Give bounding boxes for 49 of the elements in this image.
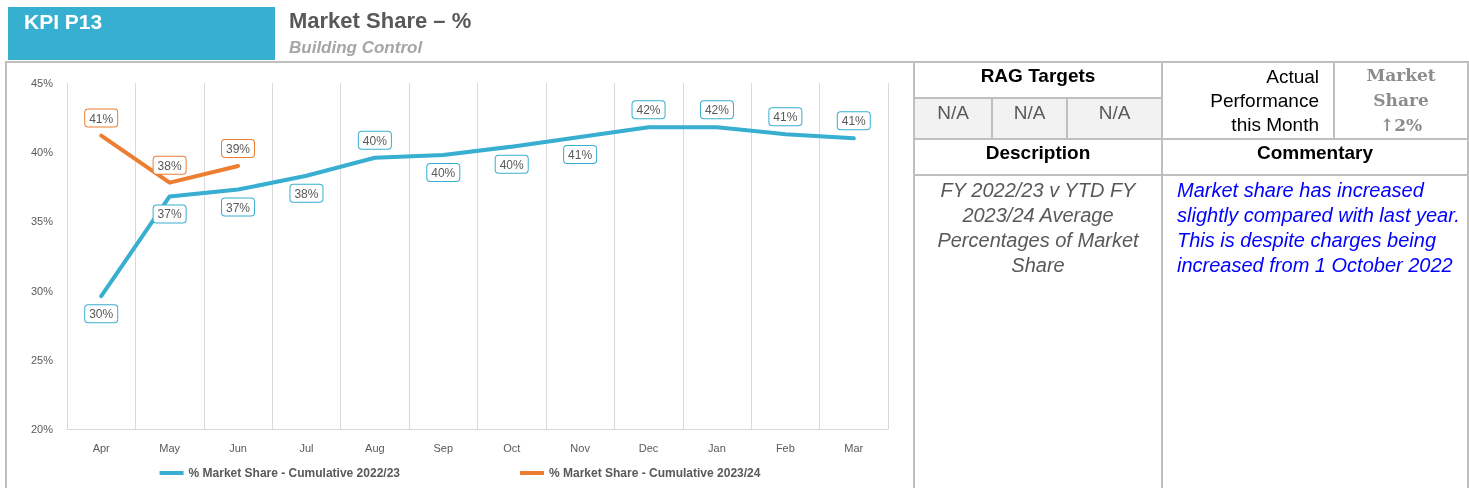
text: RAG Targets [914, 62, 1163, 99]
y-tick-label: 45% [30, 77, 54, 89]
x-tick-label: Dec [638, 441, 659, 454]
text: Commentary [1162, 139, 1469, 175]
data-label: 40% [362, 133, 388, 148]
data-label: 30% [89, 307, 114, 322]
data-label: 41% [773, 110, 798, 125]
x-tick-label: Apr [92, 441, 111, 454]
y-tick-label: 35% [30, 215, 54, 228]
x-tick-label: Sep [433, 441, 454, 454]
x-tick-label: May [159, 441, 181, 454]
line-series [99, 125, 856, 299]
text: FY 2022/23 v YTD FY 2023/24 Average Percentages of Market Share [914, 175, 1163, 488]
y-tick-label: 30% [30, 284, 54, 297]
data-label: 37% [157, 207, 182, 222]
text: Market share has increased slightly compared with last year. This is despite charges being increased from 1 October 2022 [1162, 175, 1469, 488]
y-tick-label: 40% [30, 146, 54, 159]
text: Market Share ↑2% [1334, 62, 1469, 139]
x-tick-label: Mar [844, 441, 864, 454]
legend-label: % Market Share - Cumulative 2022/23 [188, 466, 401, 480]
x-tick-label: Jun [229, 441, 247, 454]
data-label: 41% [568, 147, 593, 162]
data-label: 41% [89, 111, 114, 126]
data-label: 42% [704, 103, 730, 118]
x-tick-label: Jul [299, 441, 314, 454]
text: N/A [1067, 98, 1163, 139]
legend-label: % Market Share - Cumulative 2023/24 [549, 466, 761, 480]
data-label: 37% [226, 200, 251, 215]
data-label: 38% [294, 186, 319, 201]
data-label: 38% [157, 158, 182, 173]
chart-title: Market Share – % [289, 8, 472, 34]
text: N/A [992, 98, 1067, 139]
text: KPI P13 [8, 7, 275, 60]
y-tick-label: 20% [30, 423, 54, 435]
x-tick-label: Nov [570, 441, 591, 454]
data-label: 42% [636, 103, 661, 118]
text: Description [914, 139, 1163, 175]
x-tick-label: Feb [775, 441, 795, 454]
data-label: 40% [431, 165, 456, 180]
data-label: 41% [841, 114, 867, 129]
chart-subtitle: Building Control [289, 38, 423, 58]
data-label: 40% [499, 157, 525, 172]
text: N/A [914, 98, 992, 139]
y-tick-label: 25% [30, 353, 54, 366]
x-tick-label: Aug [365, 441, 385, 454]
data-label: 39% [226, 142, 251, 157]
x-tick-label: Jan [708, 441, 726, 454]
text: Actual Performance this Month [1162, 62, 1335, 139]
x-tick-label: Oct [503, 441, 521, 454]
